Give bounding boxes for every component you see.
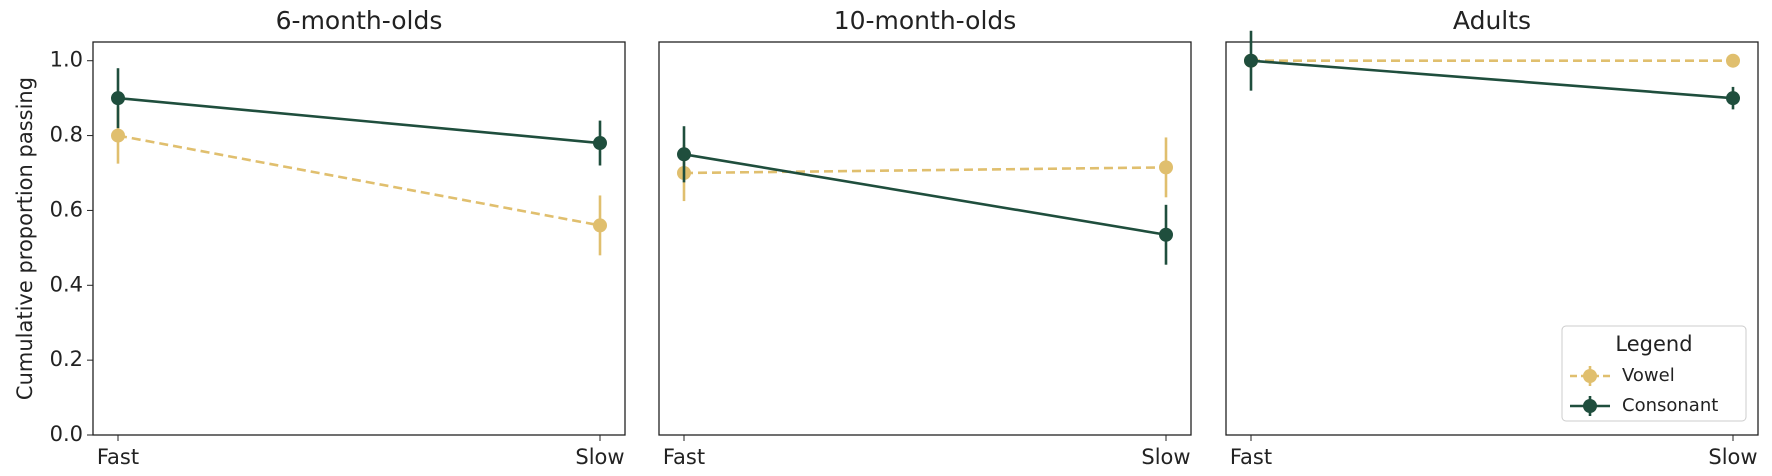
y-tick-label: 0.4	[50, 272, 83, 296]
panel-title: Adults	[1453, 6, 1531, 35]
x-tick-label: Fast	[97, 445, 139, 469]
y-tick-label: 0.2	[50, 347, 83, 371]
plot-frame	[92, 41, 626, 436]
y-tick-label: 0.8	[50, 123, 83, 147]
plot-frame	[658, 41, 1192, 436]
series-line	[683, 166, 1167, 175]
x-tick-label: Slow	[1141, 445, 1190, 469]
point	[677, 147, 691, 162]
y-tick-label: 0.6	[50, 197, 83, 221]
x-tick-label: Fast	[663, 445, 705, 469]
legend-swatch-dot	[1583, 369, 1597, 383]
point	[111, 91, 125, 106]
x-tick-label: Slow	[575, 445, 624, 469]
y-tick-label: 0.0	[50, 422, 83, 446]
point	[111, 128, 125, 143]
point	[1244, 53, 1258, 68]
legend-swatch-dot	[1583, 399, 1597, 413]
panel-title: 10-month-olds	[834, 6, 1017, 35]
legend-box	[1561, 325, 1747, 422]
series-line	[117, 96, 601, 145]
series-line	[683, 153, 1167, 237]
series-line	[1250, 59, 1734, 100]
point	[593, 136, 607, 151]
x-tick-label: Slow	[1708, 445, 1757, 469]
point	[1726, 91, 1740, 106]
y-axis-label: Cumulative proportion passing	[13, 77, 37, 400]
point	[1159, 160, 1173, 175]
point	[593, 218, 607, 233]
y-tick-label: 1.0	[50, 48, 83, 72]
legend-label: Vowel	[1622, 365, 1675, 386]
legend-title: Legend	[1615, 332, 1692, 356]
plot-frame	[1225, 41, 1759, 436]
panel-title: 6-month-olds	[276, 6, 443, 35]
x-tick-label: Fast	[1230, 445, 1272, 469]
legend-label: Consonant	[1622, 395, 1718, 416]
series-line	[117, 134, 601, 227]
point	[1159, 227, 1173, 242]
point	[1726, 53, 1740, 68]
